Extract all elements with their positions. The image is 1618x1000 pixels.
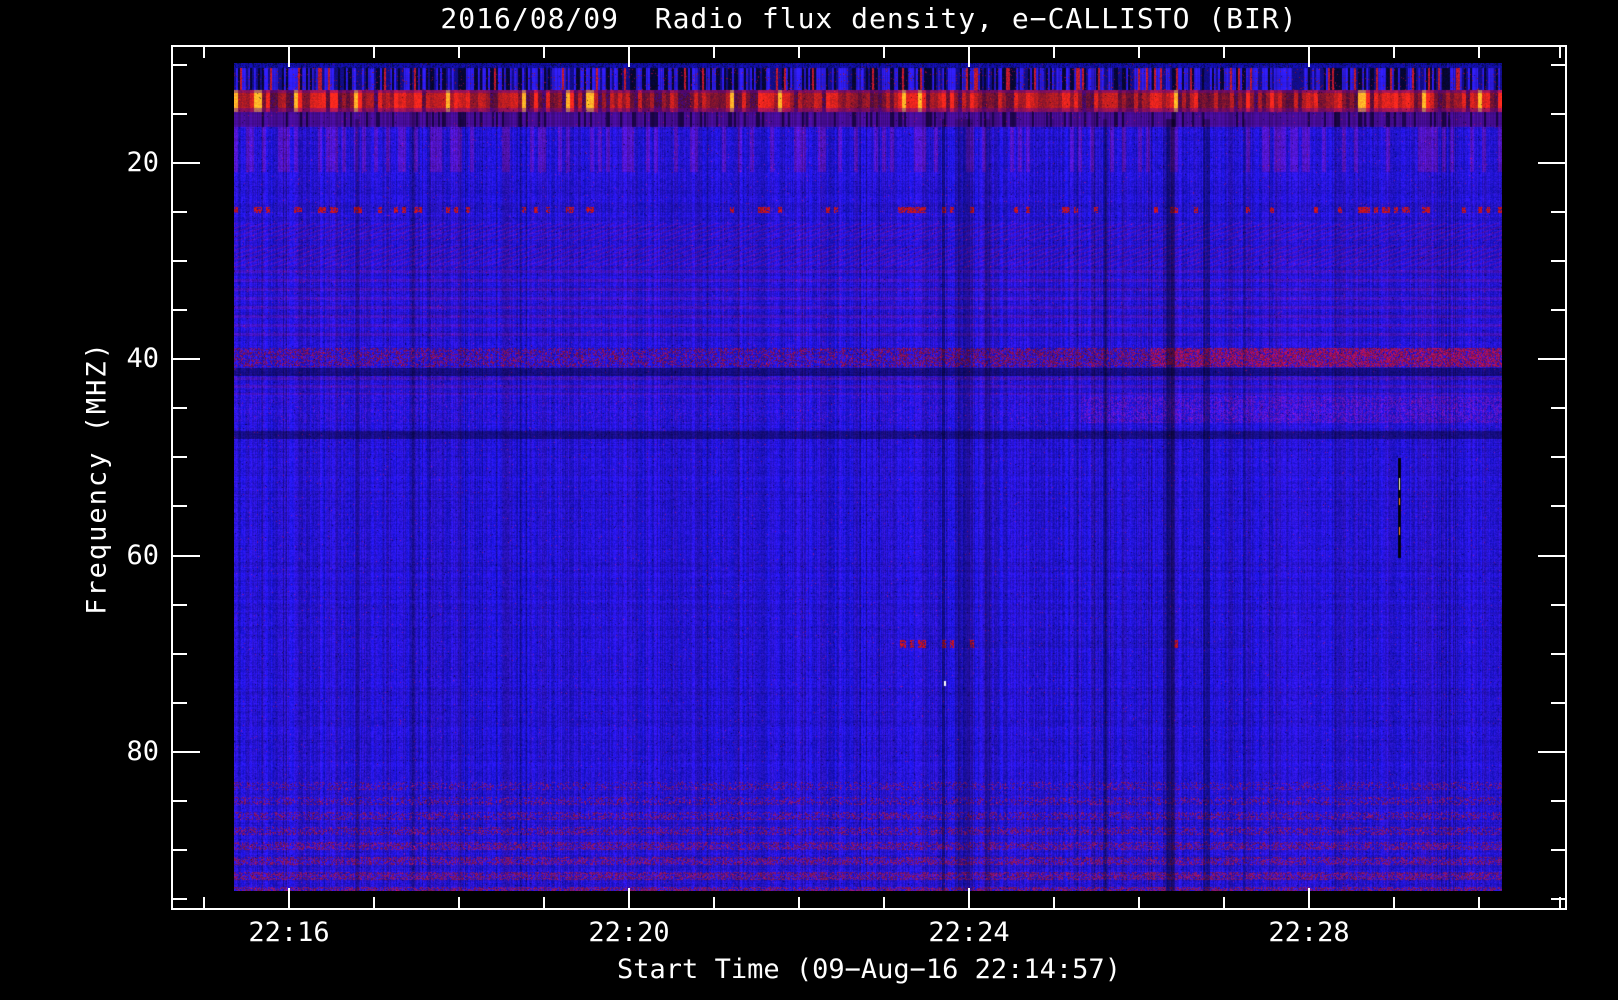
x-tick-label: 22:16 bbox=[248, 917, 330, 948]
x-major-tick bbox=[628, 888, 630, 908]
x-minor-tick-top bbox=[1393, 47, 1395, 58]
y-minor-tick-right bbox=[1551, 800, 1565, 802]
y-minor-tick bbox=[173, 702, 187, 704]
x-tick-label: 22:28 bbox=[1268, 917, 1350, 948]
x-minor-tick-top bbox=[1478, 47, 1480, 58]
y-minor-tick bbox=[173, 849, 187, 851]
x-minor-tick bbox=[1393, 897, 1395, 908]
y-minor-tick bbox=[173, 604, 187, 606]
x-minor-tick-top bbox=[1138, 47, 1140, 58]
x-major-tick bbox=[1308, 888, 1310, 908]
x-major-tick-top bbox=[968, 47, 970, 67]
x-minor-tick bbox=[883, 897, 885, 908]
x-minor-tick-top bbox=[1053, 47, 1055, 58]
y-minor-tick-right bbox=[1551, 653, 1565, 655]
x-minor-tick-top bbox=[543, 47, 545, 58]
y-major-tick bbox=[173, 751, 200, 753]
y-minor-tick bbox=[173, 64, 187, 66]
y-major-tick bbox=[173, 555, 200, 557]
x-major-tick bbox=[968, 888, 970, 908]
y-minor-tick-right bbox=[1551, 211, 1565, 213]
y-minor-tick-right bbox=[1551, 604, 1565, 606]
x-minor-tick bbox=[458, 897, 460, 908]
x-major-tick-top bbox=[628, 47, 630, 67]
y-minor-tick bbox=[173, 505, 187, 507]
y-minor-tick bbox=[173, 456, 187, 458]
y-minor-tick bbox=[173, 898, 187, 900]
y-minor-tick bbox=[173, 653, 187, 655]
x-minor-tick bbox=[543, 897, 545, 908]
y-major-tick bbox=[173, 358, 200, 360]
y-minor-tick bbox=[173, 211, 187, 213]
y-tick-label: 60 bbox=[126, 540, 159, 571]
x-minor-tick bbox=[798, 897, 800, 908]
y-tick-label: 20 bbox=[126, 147, 159, 178]
y-major-tick bbox=[173, 162, 200, 164]
x-major-tick-top bbox=[288, 47, 290, 67]
y-minor-tick-right bbox=[1551, 849, 1565, 851]
x-minor-tick-top bbox=[883, 47, 885, 58]
x-axis-title: Start Time (09−Aug−16 22:14:57) bbox=[617, 954, 1121, 985]
x-major-tick-top bbox=[1308, 47, 1310, 67]
x-minor-tick bbox=[1223, 897, 1225, 908]
y-major-tick-right bbox=[1538, 358, 1565, 360]
y-minor-tick bbox=[173, 113, 187, 115]
y-tick-label: 80 bbox=[126, 736, 159, 767]
x-minor-tick-top bbox=[713, 47, 715, 58]
y-minor-tick-right bbox=[1551, 702, 1565, 704]
y-minor-tick-right bbox=[1551, 309, 1565, 311]
y-minor-tick-right bbox=[1551, 64, 1565, 66]
x-minor-tick bbox=[1559, 897, 1561, 908]
y-axis-title: Frequency (MHZ) bbox=[81, 341, 113, 615]
y-minor-tick bbox=[173, 309, 187, 311]
plot-title: 2016/08/09 Radio flux density, e−CALLIST… bbox=[440, 2, 1298, 35]
x-minor-tick bbox=[1053, 897, 1055, 908]
y-minor-tick bbox=[173, 407, 187, 409]
y-major-tick-right bbox=[1538, 162, 1565, 164]
y-major-tick-right bbox=[1538, 751, 1565, 753]
x-minor-tick bbox=[713, 897, 715, 908]
y-minor-tick bbox=[173, 800, 187, 802]
x-minor-tick-top bbox=[458, 47, 460, 58]
spectrogram-image bbox=[234, 63, 1502, 891]
x-tick-label: 22:20 bbox=[588, 917, 670, 948]
y-minor-tick-right bbox=[1551, 407, 1565, 409]
y-minor-tick-right bbox=[1551, 113, 1565, 115]
y-tick-label: 40 bbox=[126, 343, 159, 374]
x-minor-tick-top bbox=[1223, 47, 1225, 58]
x-minor-tick bbox=[1138, 897, 1140, 908]
x-minor-tick-top bbox=[203, 47, 205, 58]
y-minor-tick bbox=[173, 260, 187, 262]
y-minor-tick-right bbox=[1551, 260, 1565, 262]
y-minor-tick-right bbox=[1551, 898, 1565, 900]
x-minor-tick-top bbox=[373, 47, 375, 58]
y-minor-tick-right bbox=[1551, 505, 1565, 507]
x-minor-tick-top bbox=[798, 47, 800, 58]
x-minor-tick bbox=[373, 897, 375, 908]
y-minor-tick-right bbox=[1551, 456, 1565, 458]
x-tick-label: 22:24 bbox=[928, 917, 1010, 948]
x-minor-tick bbox=[203, 897, 205, 908]
y-major-tick-right bbox=[1538, 555, 1565, 557]
x-major-tick bbox=[288, 888, 290, 908]
x-minor-tick bbox=[1478, 897, 1480, 908]
x-minor-tick-top bbox=[1559, 47, 1561, 58]
